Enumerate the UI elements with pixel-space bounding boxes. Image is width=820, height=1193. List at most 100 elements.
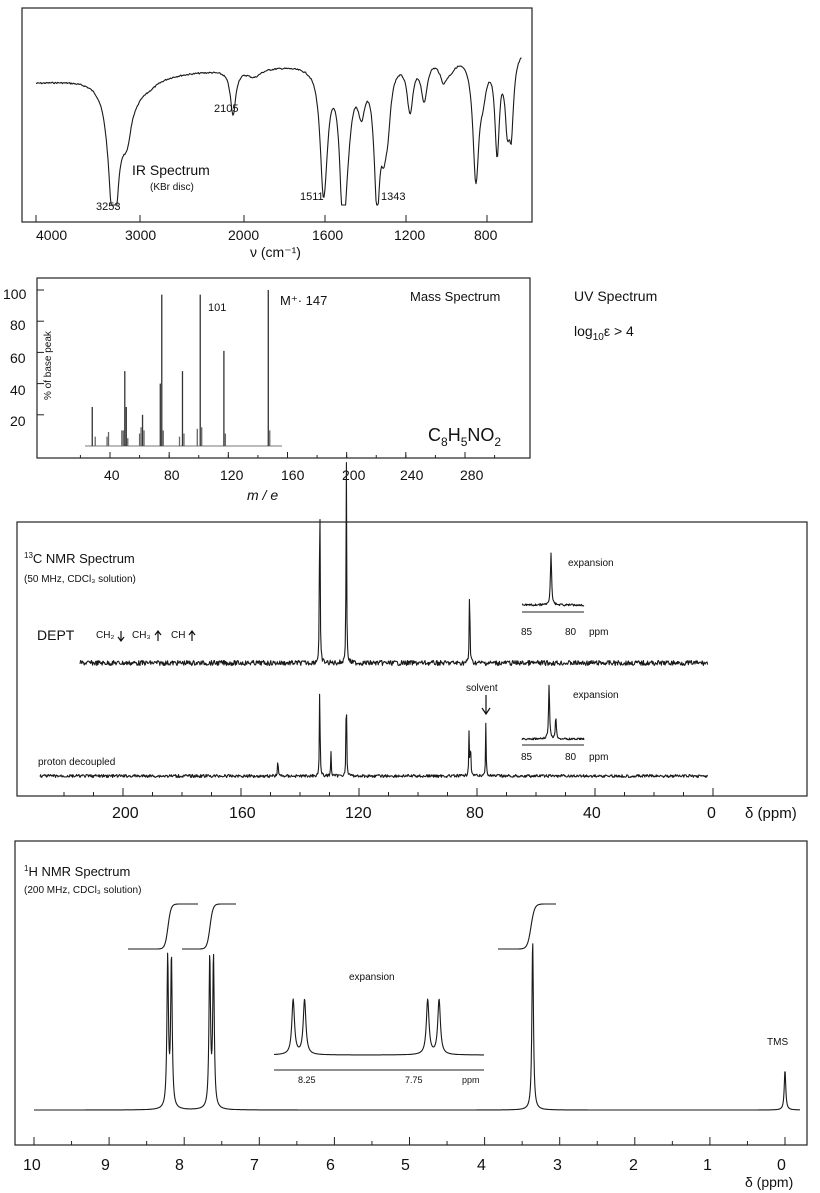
c13-subtitle: (50 MHz, CDCl₃ solution) [24,574,136,585]
ms-y-tick-label: 80 [10,317,26,333]
c13-axis-ticks [63,788,714,796]
h1-expansion-tick: 7.75 [405,1075,423,1085]
h1-tick-label: 5 [401,1157,410,1174]
h1-tick-label: 10 [23,1157,41,1174]
uv-panel: UV Spectrum log10ε > 4 [574,288,657,343]
proton-decoupled-label: proton decoupled [38,757,115,768]
arrow-up-icon [188,630,196,641]
c13-tick-label: 120 [345,805,372,822]
h1-tick-label: 3 [553,1157,562,1174]
h1-tick-label: 0 [777,1157,786,1174]
ms-axis-ticks [37,289,496,458]
ms-y-tick-label: 60 [10,350,26,366]
uv-log-epsilon: log10ε > 4 [574,323,634,343]
c13-tick-label: 80 [466,805,484,822]
c13-decoupled-expansion-trace [521,684,585,741]
ir-tick-label: 800 [474,227,498,243]
dept-label: DEPT [37,627,75,643]
c13-expansion-tick: ppm [589,627,608,638]
ir-title: IR Spectrum [132,162,210,178]
h1-integral-trace [127,903,557,950]
c13-expansion-tick: 80 [565,627,577,638]
h1-tick-label: 7 [250,1157,259,1174]
solvent-label: solvent [466,683,498,694]
ms-x-tick-label: 240 [400,467,424,483]
dept-legend-ch: CH [171,630,185,641]
ir-frame [21,7,533,223]
ir-subtitle: (KBr disc) [150,182,194,193]
ir-panel: 4000 3000 2000 1600 1200 800 ν (cm⁻¹) IR… [21,7,533,260]
c13-expansion-label: expansion [573,690,619,701]
h1-tick-label: 2 [629,1157,638,1174]
ir-peak-label: 3253 [96,201,120,213]
c13-x-axis-label: δ (ppm) [745,805,797,822]
dept-legend-ch3: CH₃ [132,630,151,641]
ms-peak-label: 101 [208,302,226,314]
tms-label: TMS [767,1037,788,1048]
h1-frame [14,840,808,1146]
h1-tick-label: 8 [175,1157,184,1174]
ms-peaks [91,290,271,446]
h1-title: 1H NMR Spectrum [24,864,130,879]
c13-frame [16,521,808,797]
ms-x-tick-label: 120 [220,467,244,483]
c13-expansion-tick: 85 [521,752,533,763]
ir-peak-label: 1343 [381,191,405,203]
ms-y-tick-label: 20 [10,413,26,429]
ms-x-tick-label: 160 [281,467,305,483]
ms-y-axis-label: % of base peak [43,330,54,400]
arrow-down-icon [117,631,125,642]
ms-molecular-ion-label: M⁺· 147 [280,293,327,308]
h1-expansion-label: expansion [349,972,395,983]
ir-tick-label: 1600 [312,227,343,243]
ir-tick-label: 1200 [394,227,425,243]
arrow-down-icon [481,695,491,716]
ms-title: Mass Spectrum [410,289,500,304]
ms-x-tick-label: 280 [460,467,484,483]
ir-peak-label: 2105 [214,103,238,115]
h1-tick-label: 9 [101,1157,110,1174]
c13-tick-label: 200 [112,805,139,822]
ir-trace [35,57,522,206]
c13-tick-label: 40 [583,805,601,822]
c13-decoupled-trace [39,693,708,779]
arrow-up-icon [154,630,162,641]
c13-title: 13C NMR Spectrum [24,551,135,566]
h1-subtitle: (200 MHz, CDCl₃ solution) [24,885,141,896]
ms-formula: C8H5NO2 [428,425,501,449]
h1-tick-label: 6 [326,1157,335,1174]
ms-x-axis-label: m / e [247,487,278,503]
ms-x-tick-label: 200 [342,467,366,483]
c13-tick-label: 0 [707,805,716,822]
h1-trace [33,943,801,1111]
ir-tick-label: 2000 [228,227,259,243]
h1-expansion-tick: 8.25 [298,1075,316,1085]
h1-expansion-trace [273,998,485,1056]
ir-tick-label: 4000 [36,227,67,243]
h1-tick-label: 4 [477,1157,486,1174]
ms-x-tick-label: 40 [104,467,120,483]
h1-x-axis-label: δ (ppm) [745,1174,793,1190]
ms-x-tick-label: 80 [164,467,180,483]
ir-x-axis-label: ν (cm⁻¹) [250,244,301,260]
ms-frame [36,277,531,459]
c13-expansion-label: expansion [568,558,614,569]
h1-panel: 1H NMR Spectrum (200 MHz, CDCl₃ solution… [14,840,808,1190]
ir-peak-label: 1511 [300,191,324,203]
c13-panel: 13C NMR Spectrum (50 MHz, CDCl₃ solution… [16,462,808,822]
ms-panel: 20 40 60 80 100 % of base peak 40 80 120… [3,277,531,503]
uv-title: UV Spectrum [574,288,657,304]
c13-dept-trace [79,462,709,667]
h1-tick-label: 1 [703,1157,712,1174]
ir-tick-label: 3000 [125,227,156,243]
c13-expansion-tick: 85 [521,627,533,638]
c13-tick-label: 160 [229,805,256,822]
h1-expansion-tick: ppm [462,1075,480,1085]
dept-legend-ch2: CH₂ [96,630,114,641]
ms-y-tick-label: 40 [10,382,26,398]
ir-axis-ticks [35,215,488,222]
c13-expansion-tick: ppm [589,752,608,763]
c13-dept-expansion-trace [521,552,585,607]
c13-expansion-tick: 80 [565,752,577,763]
